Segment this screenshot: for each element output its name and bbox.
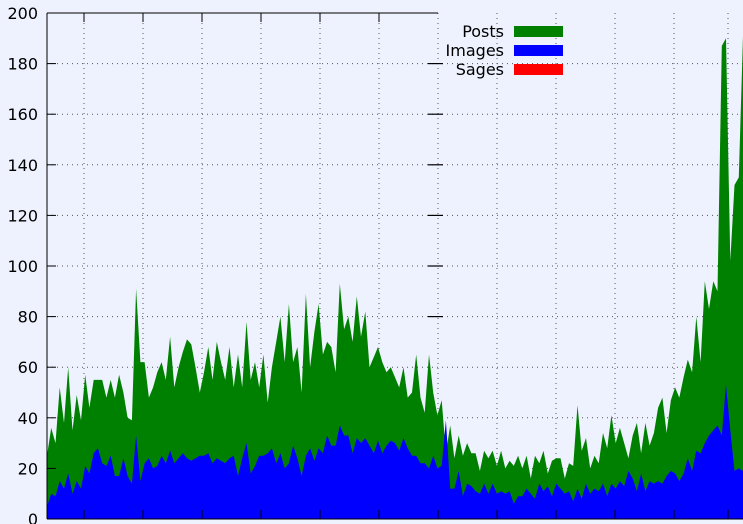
legend-label-images: Images xyxy=(446,41,504,60)
y-tick-label: 40 xyxy=(18,409,38,428)
y-tick-label: 200 xyxy=(7,4,38,23)
axes xyxy=(46,12,743,520)
area-series-posts xyxy=(47,35,743,520)
y-tick-label: 60 xyxy=(18,358,38,377)
legend-label-sages: Sages xyxy=(456,60,504,79)
y-tick-labels: 0 20 40 60 80 100 120 140 160 180 200 xyxy=(7,4,38,524)
y-tick-label: 100 xyxy=(7,257,38,276)
area-series-images xyxy=(47,384,743,519)
y-tick-label: 180 xyxy=(7,55,38,74)
legend-swatch-posts xyxy=(514,26,563,37)
legend-label-posts: Posts xyxy=(462,22,504,41)
y-tick-label: 140 xyxy=(7,156,38,175)
legend-swatch-sages xyxy=(514,64,563,75)
y-tick-label: 120 xyxy=(7,206,38,225)
y-tick-label: 80 xyxy=(18,308,38,327)
y-tick-label: 160 xyxy=(7,105,38,124)
legend-swatch-images xyxy=(514,45,563,56)
y-tick-label: 20 xyxy=(18,459,38,478)
y-tick-label: 0 xyxy=(28,510,38,524)
areas xyxy=(47,35,743,520)
